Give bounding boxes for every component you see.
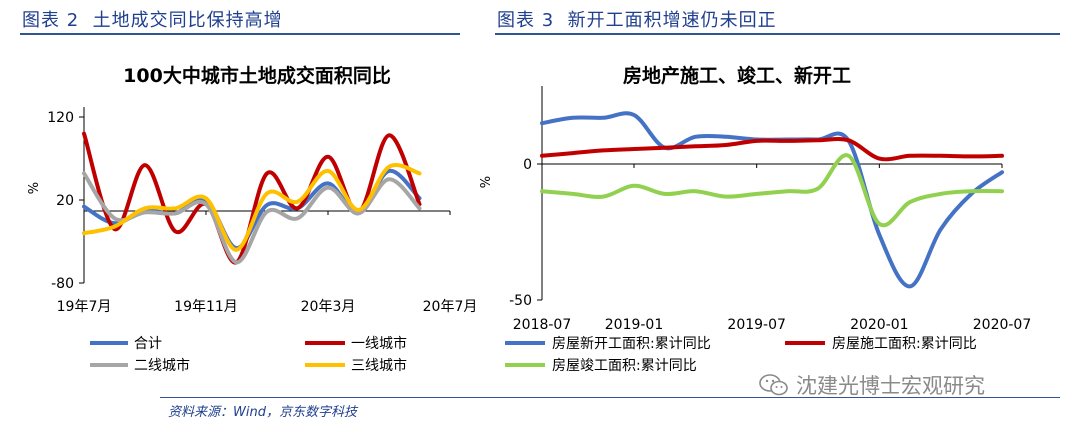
land-transaction-chart: 100大中城市土地成交面积同比 120 20 -80% 19年7月 19年11月 20年3月… (27, 64, 478, 315)
left-y-axis-label: % (27, 182, 42, 194)
legend-label-tier3: 三线城市 (351, 357, 407, 374)
left-series-line-3 (82, 163, 422, 252)
left-chart-title: 100大中城市土地成交面积同比 (123, 64, 391, 87)
legend-label-total: 合计 (134, 336, 162, 352)
watermark-text: 沈建光博士宏观研究 (796, 374, 985, 398)
left-x-tick-label-1: 19年11月 (174, 299, 238, 315)
legend-label-tier2: 二线城市 (134, 357, 190, 374)
figure-2-caption: 土地成交同比保持高增 (92, 10, 283, 31)
right-x-tick-label-0: 2018-07 (513, 317, 572, 333)
right-x-tick-label-4: 2020-07 (973, 317, 1032, 333)
real-estate-construction-chart: 房地产施工、竣工、新开工 0 -50% 2018-07 2019-01 2019-07 20… (480, 64, 1032, 333)
right-chart-title: 房地产施工、竣工、新开工 (623, 64, 851, 87)
right-x-tick-label-3: 2020-01 (850, 317, 909, 333)
legend-label-new-starts: 房屋新开工面积:累计同比 (552, 336, 711, 352)
legend-label-under-construction: 房屋施工面积:累计同比 (832, 336, 977, 352)
figure-3-label: 图表 3 (497, 10, 555, 31)
watermark: 沈建光博士宏观研究 (758, 370, 985, 400)
right-x-tick-label-2: 2019-07 (727, 317, 786, 333)
figure-3-title: 图表 3 新开工面积增速仍未回正 (497, 6, 777, 32)
legend-label-tier1: 一线城市 (351, 335, 407, 352)
right-y-tick-label-0: 0 (523, 157, 532, 173)
right-series-line-1 (540, 136, 1004, 162)
figure-2-rule (20, 33, 460, 35)
wechat-icon (759, 374, 788, 396)
right-y-tick-label-1: -50 (509, 293, 532, 309)
left-y-tick-label-1: 20 (56, 193, 74, 209)
left-y-tick-label-2: -80 (51, 276, 74, 292)
legend-right: 房屋新开工面积:累计同比 房屋施工面积:累计同比 房屋竣工面积:累计同比 (505, 336, 977, 374)
left-y-tick-label-0: 120 (47, 110, 74, 126)
legend-left: 合计 一线城市 二线城市 三线城市 (90, 335, 407, 374)
left-x-tick-label-0: 19年7月 (57, 299, 112, 315)
legend-label-completed: 房屋竣工面积:累计同比 (552, 358, 697, 374)
figure-2-label: 图表 2 (22, 10, 80, 31)
right-x-tick-label-1: 2019-01 (605, 317, 664, 333)
source-note: 资料来源：Wind，京东数字科技 (168, 405, 357, 420)
figure-3-rule (495, 33, 1060, 35)
left-x-tick-label-2: 20年3月 (301, 299, 356, 315)
right-series-line-2 (540, 153, 1004, 228)
figure-3-caption: 新开工面积增速仍未回正 (567, 10, 777, 31)
left-series-line-2 (82, 171, 422, 265)
right-y-axis-label: % (480, 176, 494, 188)
footer-rule (160, 397, 1060, 398)
left-x-tick-label-3: 20年7月 (423, 299, 478, 315)
figure-2-title: 图表 2 土地成交同比保持高增 (22, 6, 283, 32)
